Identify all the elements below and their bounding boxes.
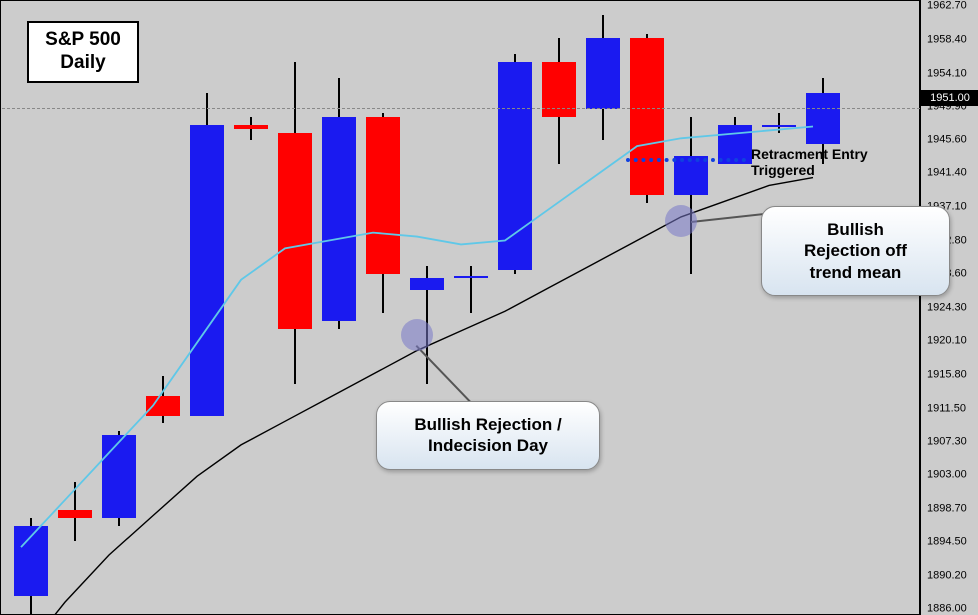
chart-area[interactable]: Retracment Entry Triggered Bullish Rejec… <box>0 0 920 615</box>
candle-bull <box>586 38 620 109</box>
plot-area <box>11 11 919 604</box>
y-tick-label: 1915.80 <box>927 369 967 380</box>
y-tick-label: 1958.40 <box>927 34 967 45</box>
candle-bull <box>410 278 444 290</box>
y-tick-label: 1890.20 <box>927 570 967 581</box>
candle-bear <box>58 510 92 518</box>
candle-bull <box>14 526 48 597</box>
candle-bull <box>322 117 356 321</box>
chart-title: S&P 500 Daily <box>27 21 139 83</box>
candle-bear <box>366 117 400 274</box>
y-tick-label: 1886.00 <box>927 604 967 615</box>
candle-bear <box>630 38 664 195</box>
title-line2: Daily <box>60 52 105 75</box>
candle-bull <box>102 435 136 518</box>
entry-level-line <box>626 158 746 162</box>
candle-bull <box>190 125 224 416</box>
candle-wick <box>470 266 472 313</box>
y-tick-label: 1945.60 <box>927 135 967 146</box>
y-tick-label: 1898.70 <box>927 504 967 515</box>
y-tick-label: 1903.00 <box>927 470 967 481</box>
entry-label: Retracment Entry Triggered <box>751 146 919 178</box>
callout-rejection: Bullish Rejection off trend mean <box>761 206 950 296</box>
title-line1: S&P 500 <box>45 29 121 52</box>
y-tick-label: 1920.10 <box>927 335 967 346</box>
candle-bear <box>146 396 180 416</box>
candle-wick <box>250 117 252 141</box>
callout-text: Rejection off <box>804 241 907 260</box>
callout-text: Bullish Rejection / <box>414 415 561 434</box>
y-tick-label: 1924.30 <box>927 302 967 313</box>
candle-bull <box>454 276 488 278</box>
candle-bull <box>498 62 532 270</box>
y-tick-label: 1941.40 <box>927 168 967 179</box>
reference-line <box>2 108 920 109</box>
y-tick-label: 1954.10 <box>927 68 967 79</box>
highlight-marker-2 <box>665 205 697 237</box>
y-axis: 1951.00 1962.701958.401954.101949.901945… <box>920 0 978 615</box>
candle-bull <box>762 125 796 127</box>
candle-bear <box>278 133 312 330</box>
y-tick-label: 1949.90 <box>927 101 967 112</box>
candle-bull <box>674 156 708 195</box>
y-tick-label: 1962.70 <box>927 1 967 12</box>
callout-text: Bullish <box>827 220 884 239</box>
candle-bear <box>234 125 268 129</box>
y-tick-label: 1894.50 <box>927 537 967 548</box>
y-tick-label: 1911.50 <box>927 403 966 414</box>
candle-bull <box>806 93 840 144</box>
highlight-marker-1 <box>401 319 433 351</box>
callout-indecision: Bullish Rejection / Indecision Day <box>376 401 600 470</box>
candle-wick <box>778 113 780 133</box>
y-tick-label: 1907.30 <box>927 436 967 447</box>
callout-text: trend mean <box>810 263 902 282</box>
callout-text: Indecision Day <box>428 436 548 455</box>
candle-wick <box>690 117 692 274</box>
chart-container: Retracment Entry Triggered Bullish Rejec… <box>0 0 978 615</box>
